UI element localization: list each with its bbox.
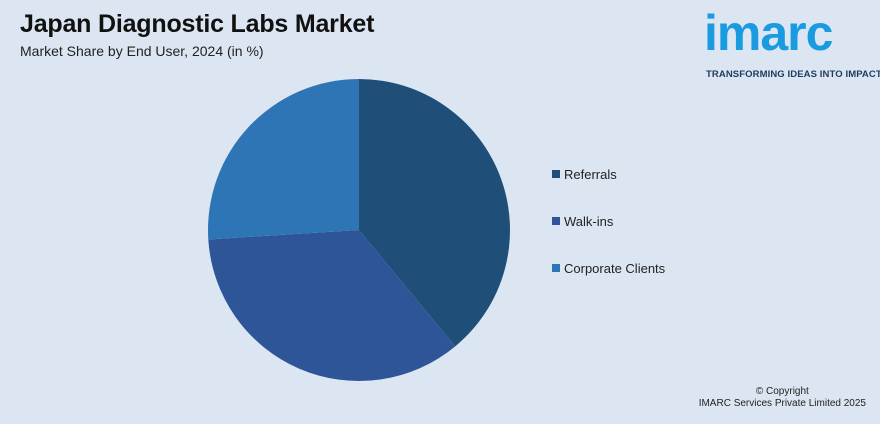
- copyright-line-2: IMARC Services Private Limited 2025: [698, 398, 866, 409]
- pie-slice-walk-ins: [208, 230, 456, 381]
- pie-slice-corporate-clients: [208, 79, 359, 240]
- pie-slice-referrals: [359, 79, 511, 347]
- chart-subtitle: Market Share by End User, 2024 (in %): [20, 43, 264, 59]
- legend-label-walk-ins: Walk-ins: [564, 213, 614, 229]
- logo-wordmark: imarc: [704, 5, 833, 61]
- copyright-line-1: © Copyright: [755, 386, 809, 397]
- legend-item-corporate-clients: Corporate Clients: [552, 259, 665, 277]
- legend-swatch-walk-ins: [552, 217, 560, 225]
- chart-legend: Referrals Walk-ins Corporate Clients: [552, 165, 665, 306]
- legend-swatch-corporate-clients: [552, 264, 560, 272]
- logo-tagline: TRANSFORMING IDEAS INTO IMPACT: [706, 69, 880, 80]
- imarc-logo: imarc TRANSFORMING IDEAS INTO IMPACT: [700, 5, 880, 82]
- legend-label-referrals: Referrals: [564, 166, 617, 182]
- copyright-notice: © Copyright IMARC Services Private Limit…: [699, 386, 866, 410]
- legend-swatch-referrals: [552, 170, 560, 178]
- legend-item-referrals: Referrals: [552, 165, 665, 183]
- legend-item-walk-ins: Walk-ins: [552, 212, 665, 230]
- chart-title: Japan Diagnostic Labs Market: [20, 10, 375, 38]
- legend-label-corporate-clients: Corporate Clients: [564, 260, 666, 276]
